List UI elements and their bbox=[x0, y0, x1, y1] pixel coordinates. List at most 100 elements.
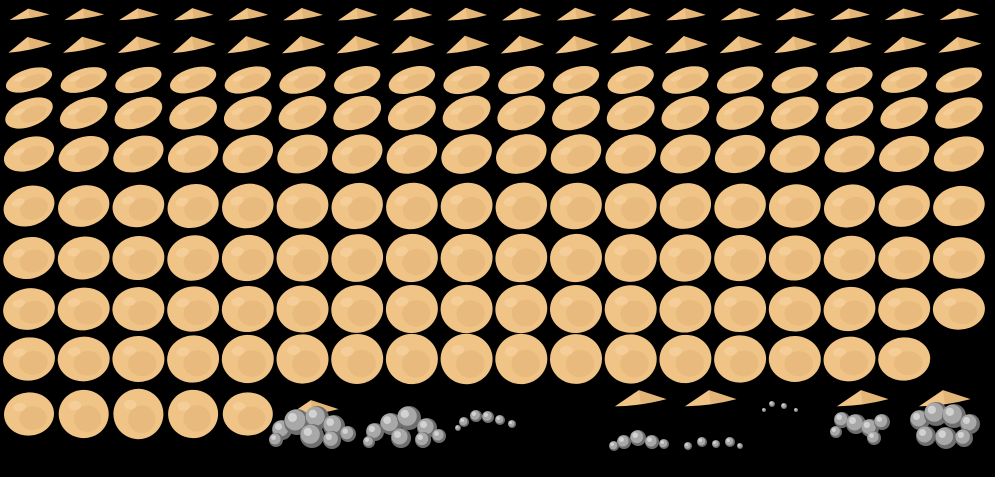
dust-specks bbox=[762, 401, 798, 412]
cookie-frame bbox=[385, 284, 438, 334]
cookie-frame bbox=[3, 337, 55, 381]
cookie-frame bbox=[277, 134, 328, 174]
cookie-edge-dust-full bbox=[910, 390, 980, 449]
cookie-frame bbox=[660, 134, 711, 174]
cookie-frame bbox=[610, 35, 654, 54]
cookie-frame bbox=[662, 66, 709, 94]
cookie-frame bbox=[550, 182, 602, 230]
cookie-frame bbox=[716, 96, 764, 130]
cookie-frame bbox=[392, 7, 433, 21]
cookie-frame bbox=[883, 36, 927, 53]
cookie-frame bbox=[228, 8, 269, 21]
cookie-frame bbox=[828, 36, 872, 54]
cookie-frame bbox=[825, 96, 874, 130]
cookie-frame bbox=[333, 95, 382, 131]
cookie-frame bbox=[826, 66, 873, 94]
cookie-frame bbox=[117, 36, 161, 54]
cookie-frame bbox=[279, 66, 326, 94]
cookie-frame bbox=[447, 7, 487, 21]
cookie-frame bbox=[659, 183, 712, 229]
cookie-frame bbox=[221, 285, 274, 333]
row-cookie-face-on-final bbox=[3, 333, 931, 385]
cookie-frame bbox=[63, 36, 107, 53]
dust-trail bbox=[455, 410, 516, 431]
cookie-frame bbox=[3, 236, 55, 280]
cookie-frame bbox=[169, 66, 217, 94]
cookie-frame bbox=[716, 66, 764, 94]
cookie-frame bbox=[5, 97, 53, 129]
cookie-frame bbox=[3, 185, 55, 227]
cookie-frame bbox=[884, 8, 925, 21]
dust-cloud bbox=[609, 430, 669, 451]
cookie-frame bbox=[221, 334, 274, 384]
cookie-frame bbox=[918, 390, 971, 407]
cookie-frame bbox=[878, 185, 930, 227]
cookie-frame bbox=[173, 8, 214, 21]
cookie-frame bbox=[112, 287, 165, 331]
cookie-frame bbox=[112, 184, 165, 228]
cookie-frame bbox=[8, 36, 52, 53]
cookie-frame bbox=[498, 65, 545, 95]
cookie-frame bbox=[57, 236, 110, 280]
cookie-frame bbox=[331, 234, 384, 282]
cookie-frame bbox=[3, 288, 55, 330]
cookie-frame bbox=[768, 184, 821, 228]
cookie-frame bbox=[276, 334, 329, 384]
cookie-frame bbox=[334, 66, 381, 94]
cookie-frame bbox=[938, 36, 982, 53]
cookie-frame bbox=[932, 288, 985, 330]
cookie-frame bbox=[552, 95, 600, 131]
cookie-frame bbox=[933, 185, 985, 227]
cookie-frame bbox=[604, 234, 657, 282]
cookie-frame bbox=[550, 334, 602, 384]
dust-cloud bbox=[684, 437, 743, 450]
cookie-frame bbox=[60, 67, 107, 93]
cookie-frame bbox=[666, 7, 706, 21]
cookie-frame bbox=[611, 7, 652, 21]
cookie-frame bbox=[3, 136, 55, 172]
cookie-frame bbox=[714, 183, 766, 229]
cookie-frame bbox=[720, 8, 761, 21]
cookie-frame bbox=[223, 96, 272, 130]
cookie-frame bbox=[939, 8, 980, 20]
dust-cloud bbox=[830, 412, 890, 445]
cookie-frame bbox=[57, 287, 110, 331]
row-cookie-tilt-small bbox=[8, 35, 982, 54]
cookie-frame bbox=[823, 184, 876, 228]
cookie-frame bbox=[385, 333, 438, 385]
cookie-frame bbox=[443, 65, 490, 95]
cookie-edge-dust-small bbox=[609, 390, 669, 451]
cookie-edge-dust-scatter bbox=[684, 390, 743, 450]
cookie-frame bbox=[775, 8, 816, 21]
cookie-frame bbox=[933, 136, 984, 172]
cookie-edge-dust-medium bbox=[830, 390, 890, 445]
cookie-frame bbox=[386, 134, 438, 174]
cookie-frame bbox=[391, 35, 435, 54]
row-cookie-tilt-wide bbox=[3, 134, 984, 174]
cookie-frame bbox=[112, 236, 165, 280]
cookie-frame bbox=[878, 337, 931, 381]
cookie-frame bbox=[167, 235, 219, 281]
cookie-frame bbox=[495, 182, 548, 230]
cookie-frames bbox=[3, 7, 985, 440]
cookie-frame bbox=[283, 7, 323, 21]
cookie-frame bbox=[604, 183, 657, 229]
cookie-frame bbox=[57, 336, 110, 382]
cookie-frame bbox=[550, 134, 602, 174]
cookie-frame bbox=[607, 66, 654, 94]
cookie-frame bbox=[878, 236, 931, 280]
cookie-frame bbox=[824, 135, 875, 173]
cookie-frame bbox=[714, 335, 767, 383]
cookie-frame bbox=[770, 96, 819, 130]
cookie-frame bbox=[387, 95, 436, 131]
cookie-frame bbox=[659, 234, 712, 282]
cookie-frame bbox=[606, 95, 655, 131]
cookie-frame bbox=[604, 334, 657, 384]
cookie-frame bbox=[878, 287, 931, 331]
cookie-frame bbox=[771, 66, 818, 94]
cookie-frame bbox=[5, 67, 53, 93]
cookie-frame bbox=[935, 97, 983, 129]
cookie-frame bbox=[768, 235, 821, 281]
cookie-frame bbox=[714, 234, 767, 282]
